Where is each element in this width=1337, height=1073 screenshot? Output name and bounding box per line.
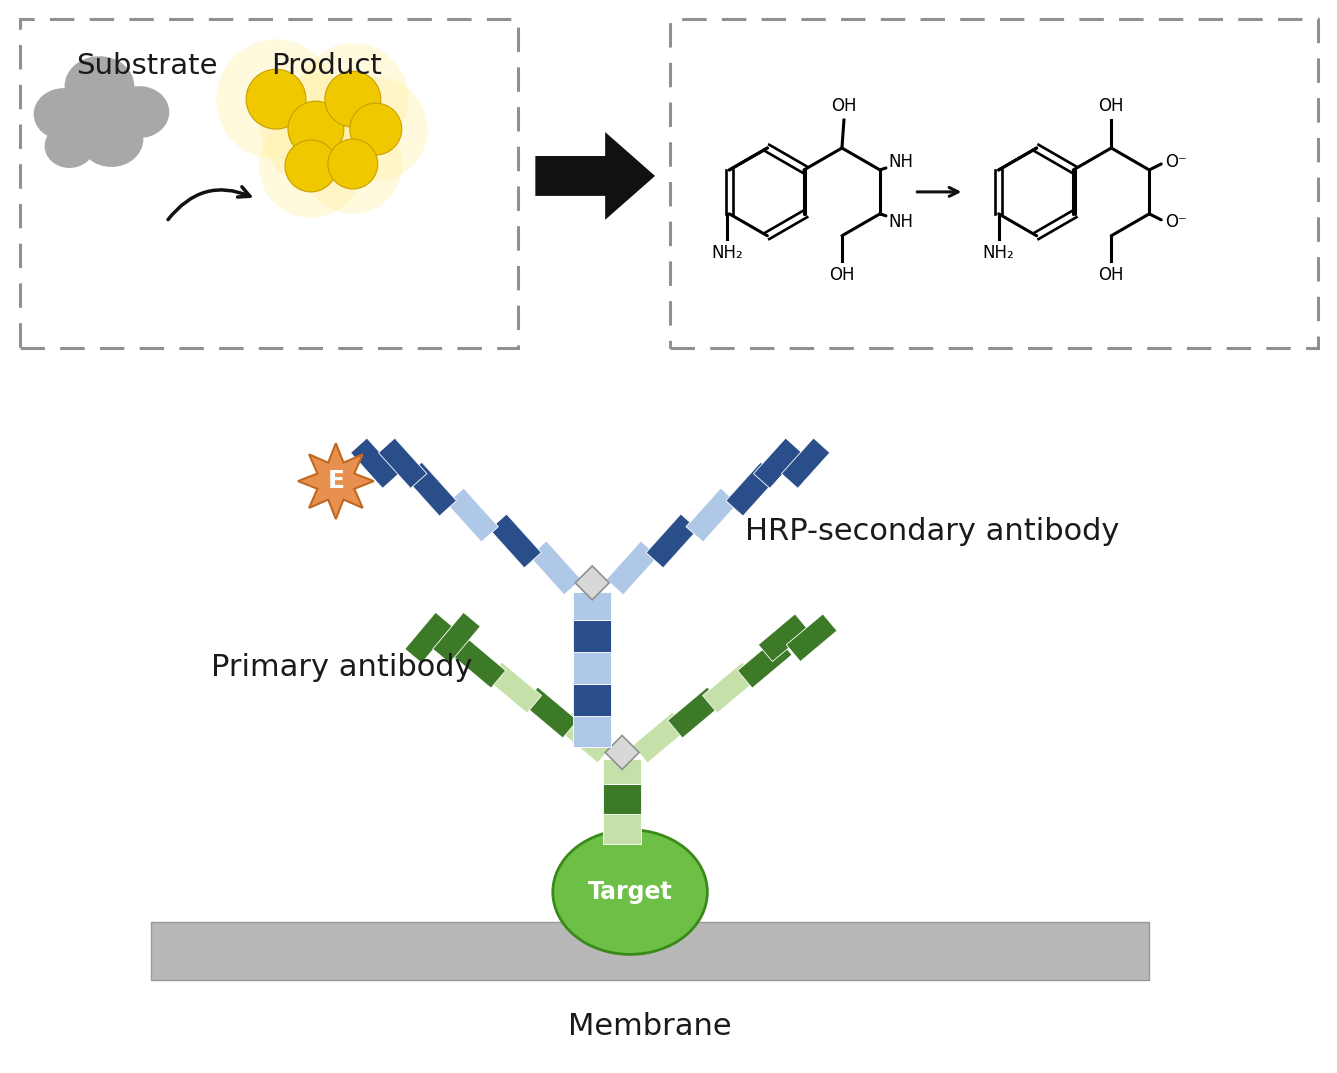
Polygon shape <box>606 541 658 594</box>
Polygon shape <box>574 620 611 651</box>
Text: NH₂: NH₂ <box>711 244 743 262</box>
Polygon shape <box>523 687 578 738</box>
Text: OH: OH <box>829 266 854 283</box>
Ellipse shape <box>110 86 170 138</box>
Text: Target: Target <box>588 880 673 905</box>
Polygon shape <box>686 488 738 542</box>
Bar <box>151 922 1148 980</box>
Polygon shape <box>606 735 639 769</box>
Text: Substrate: Substrate <box>76 53 218 80</box>
Polygon shape <box>603 784 640 814</box>
Text: Product: Product <box>271 53 382 80</box>
Circle shape <box>285 141 337 192</box>
Ellipse shape <box>33 88 94 141</box>
Polygon shape <box>489 514 541 568</box>
Polygon shape <box>781 438 830 488</box>
Text: OH: OH <box>832 97 857 115</box>
Polygon shape <box>786 614 837 662</box>
Polygon shape <box>378 438 427 488</box>
Text: OH: OH <box>1099 97 1124 115</box>
Text: NH: NH <box>888 212 913 231</box>
Circle shape <box>246 70 306 129</box>
Polygon shape <box>574 592 611 620</box>
Ellipse shape <box>552 829 707 954</box>
Polygon shape <box>405 613 452 663</box>
Polygon shape <box>298 443 374 519</box>
Polygon shape <box>350 438 398 488</box>
Circle shape <box>259 114 362 218</box>
Polygon shape <box>703 662 757 714</box>
Polygon shape <box>632 712 687 763</box>
Circle shape <box>303 114 402 214</box>
Ellipse shape <box>64 56 135 116</box>
Polygon shape <box>452 637 505 688</box>
Text: E: E <box>328 469 345 494</box>
Polygon shape <box>433 613 480 663</box>
Circle shape <box>325 71 381 127</box>
Polygon shape <box>487 662 541 714</box>
Polygon shape <box>603 814 640 844</box>
Circle shape <box>328 139 378 189</box>
Circle shape <box>217 40 336 159</box>
Polygon shape <box>754 438 802 488</box>
Polygon shape <box>738 637 792 688</box>
Circle shape <box>261 73 372 185</box>
Polygon shape <box>603 760 640 784</box>
Text: NH: NH <box>888 153 913 171</box>
Polygon shape <box>575 565 610 600</box>
Polygon shape <box>667 687 722 738</box>
Text: OH: OH <box>1099 266 1124 283</box>
Circle shape <box>324 77 428 181</box>
Ellipse shape <box>79 112 143 167</box>
Circle shape <box>350 103 401 155</box>
Polygon shape <box>726 462 778 516</box>
Polygon shape <box>758 614 809 662</box>
Text: HRP-secondary antibody: HRP-secondary antibody <box>745 516 1119 545</box>
Polygon shape <box>646 514 698 568</box>
Polygon shape <box>574 651 611 684</box>
Polygon shape <box>558 712 612 763</box>
Circle shape <box>297 43 409 155</box>
Polygon shape <box>535 132 655 220</box>
Polygon shape <box>405 462 456 516</box>
Text: Primary antibody: Primary antibody <box>211 653 473 682</box>
Text: Membrane: Membrane <box>568 1012 731 1041</box>
Polygon shape <box>574 684 611 716</box>
Text: O⁻: O⁻ <box>1166 153 1187 171</box>
Ellipse shape <box>44 124 95 168</box>
Circle shape <box>287 101 344 157</box>
Polygon shape <box>529 541 582 594</box>
Polygon shape <box>574 716 611 748</box>
Text: O⁻: O⁻ <box>1166 212 1187 231</box>
Polygon shape <box>447 488 499 542</box>
Text: NH₂: NH₂ <box>983 244 1015 262</box>
